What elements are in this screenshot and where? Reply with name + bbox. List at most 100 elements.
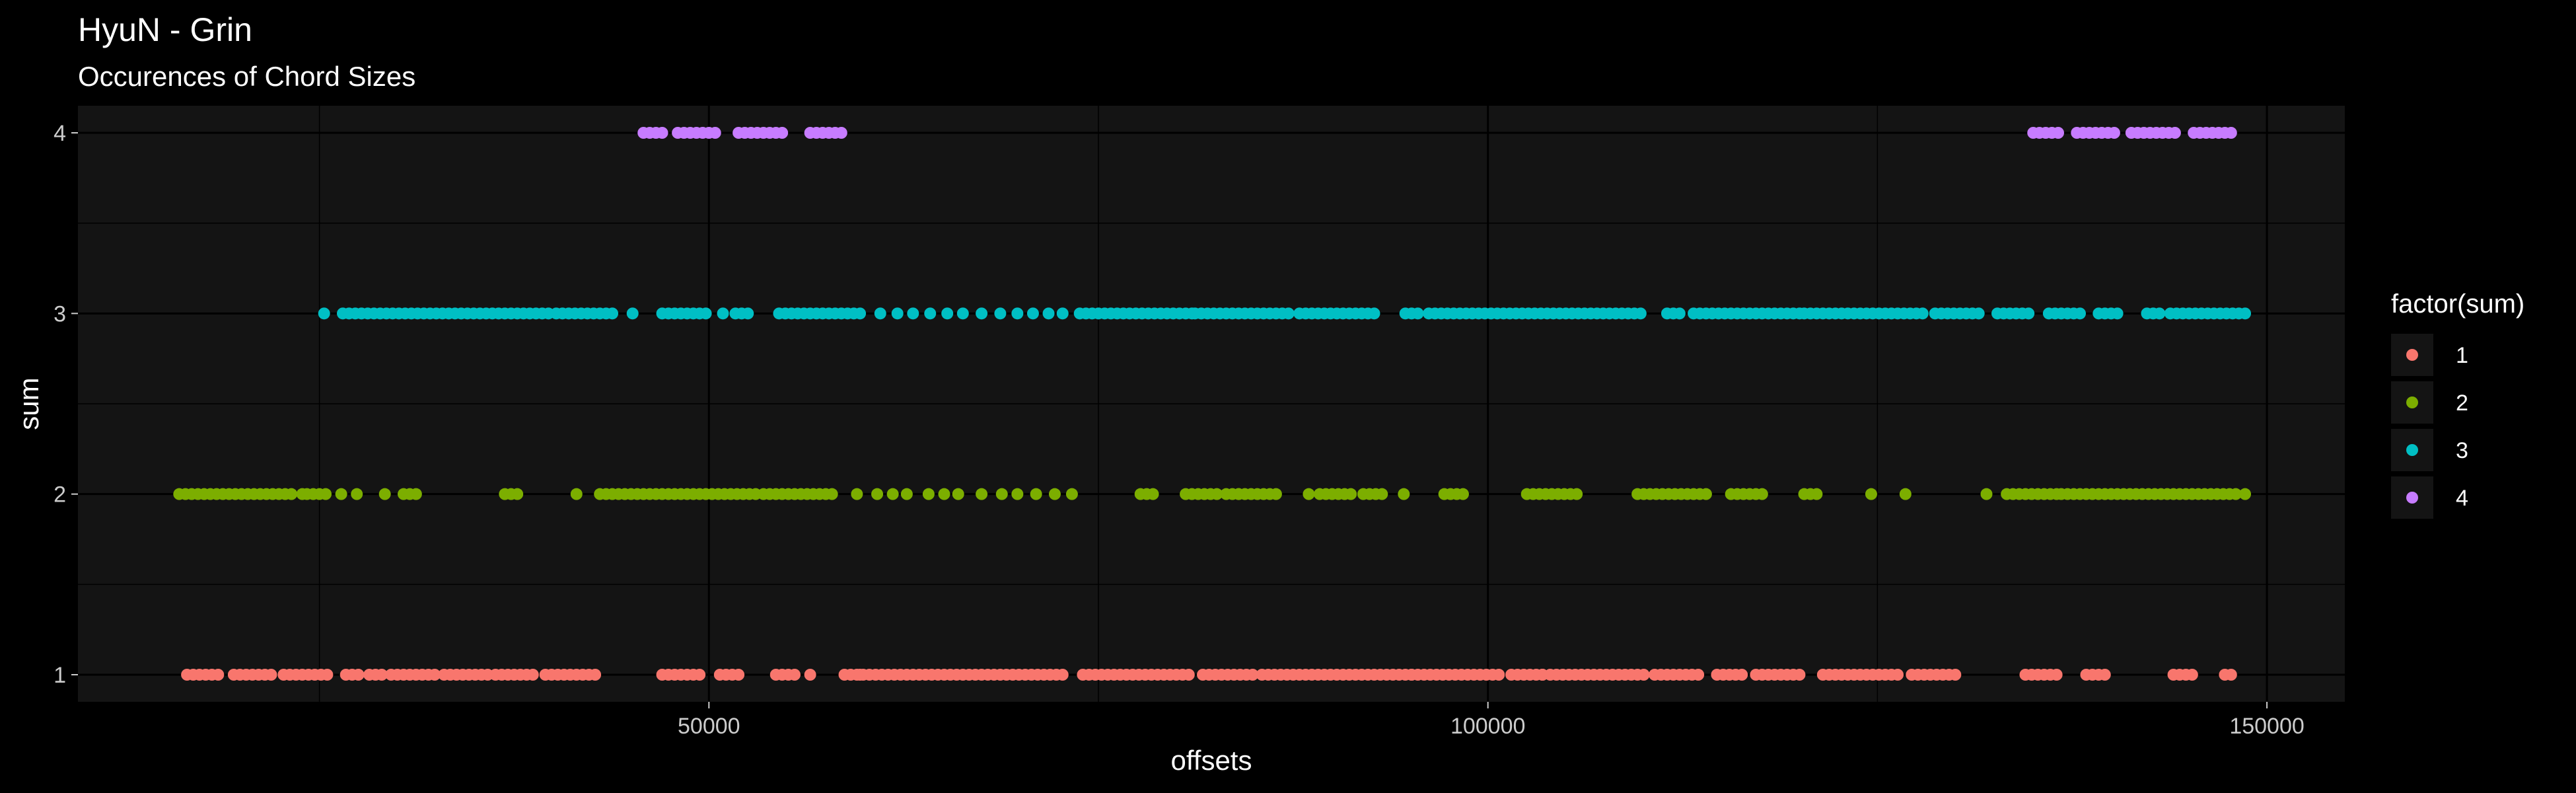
data-point	[941, 307, 954, 320]
data-point	[1865, 488, 1877, 500]
data-point	[900, 488, 913, 500]
legend-symbol	[2406, 444, 2418, 456]
data-point	[1916, 307, 1929, 320]
legend-label: 2	[2456, 391, 2468, 416]
series-4	[637, 127, 2237, 139]
legend-label: 4	[2456, 486, 2468, 511]
data-point	[1303, 488, 1315, 500]
data-point	[1026, 307, 1039, 320]
data-point	[1011, 307, 1024, 320]
x-axis-ticks: 50000 100000 150000	[678, 702, 2305, 739]
data-point	[891, 307, 904, 320]
legend-title: factor(sum)	[2391, 289, 2524, 319]
data-point	[511, 488, 524, 500]
data-point	[835, 127, 847, 139]
data-point	[2239, 488, 2252, 500]
data-point	[410, 488, 422, 500]
data-point	[1972, 307, 1985, 320]
data-point	[1056, 669, 1069, 681]
data-point	[606, 307, 619, 320]
x-tick-label: 150000	[2229, 714, 2304, 739]
data-point	[570, 488, 583, 500]
data-point	[526, 669, 539, 681]
data-point	[1065, 488, 1078, 500]
data-point	[2239, 307, 2252, 320]
y-axis-title: sum	[13, 377, 44, 430]
data-point	[1270, 488, 1282, 500]
data-point	[1182, 669, 1195, 681]
series-1	[181, 669, 2237, 681]
series-3	[318, 307, 2252, 320]
data-point	[1793, 669, 1806, 681]
data-point	[2111, 307, 2124, 320]
data-point	[1692, 669, 1705, 681]
data-point	[1810, 488, 1823, 500]
data-point	[1282, 307, 1295, 320]
data-point	[2229, 488, 2242, 500]
data-point	[1899, 488, 1912, 500]
data-point	[776, 127, 789, 139]
data-point	[938, 488, 950, 500]
data-point	[1398, 488, 1410, 500]
y-tick-label: 1	[54, 663, 66, 688]
data-point	[922, 488, 935, 500]
series-2	[173, 488, 2252, 500]
data-point	[1456, 488, 1469, 500]
legend-label: 3	[2456, 438, 2468, 463]
data-point	[378, 488, 391, 500]
data-point	[2052, 127, 2064, 139]
data-point	[1536, 669, 1549, 681]
data-point	[699, 307, 712, 320]
data-point	[1345, 488, 1357, 500]
data-point	[318, 307, 330, 320]
data-point	[1211, 488, 1223, 500]
data-point	[742, 307, 754, 320]
data-point	[1980, 488, 1993, 500]
data-point	[886, 488, 899, 500]
x-tick-label: 50000	[678, 714, 740, 739]
data-point	[1699, 488, 1712, 500]
data-point	[2108, 127, 2120, 139]
data-points	[173, 127, 2252, 681]
data-point	[2022, 307, 2035, 320]
data-point	[1634, 307, 1647, 320]
legend-label: 1	[2456, 343, 2468, 368]
legend-symbol	[2406, 397, 2418, 408]
data-point	[2153, 307, 2166, 320]
data-point	[1042, 307, 1055, 320]
data-point	[1368, 307, 1380, 320]
data-point	[789, 669, 801, 681]
data-point	[2168, 127, 2181, 139]
x-axis-title: offsets	[1171, 745, 1252, 776]
data-point	[1756, 488, 1768, 500]
legend-symbol	[2406, 492, 2418, 504]
data-point	[1147, 488, 1159, 500]
data-point	[1406, 669, 1418, 681]
data-point	[994, 307, 1007, 320]
data-point	[2186, 669, 2198, 681]
data-point	[429, 669, 441, 681]
data-point	[1637, 669, 1650, 681]
data-point	[854, 307, 867, 320]
data-point	[952, 488, 964, 500]
y-tick-label: 4	[54, 121, 66, 146]
data-point	[375, 669, 388, 681]
data-point	[626, 307, 639, 320]
data-point	[1949, 669, 1962, 681]
data-point	[907, 307, 919, 320]
data-point	[1048, 488, 1061, 500]
data-point	[854, 669, 867, 681]
data-point	[2225, 669, 2237, 681]
data-point	[1246, 669, 1259, 681]
legend-symbol	[2406, 349, 2418, 361]
data-point	[1030, 488, 1042, 500]
data-point	[1011, 488, 1024, 500]
data-point	[265, 669, 277, 681]
data-point	[851, 488, 863, 500]
data-point	[352, 669, 365, 681]
data-point	[2074, 307, 2087, 320]
data-point	[871, 488, 884, 500]
data-point	[709, 127, 721, 139]
data-point	[2225, 127, 2237, 139]
